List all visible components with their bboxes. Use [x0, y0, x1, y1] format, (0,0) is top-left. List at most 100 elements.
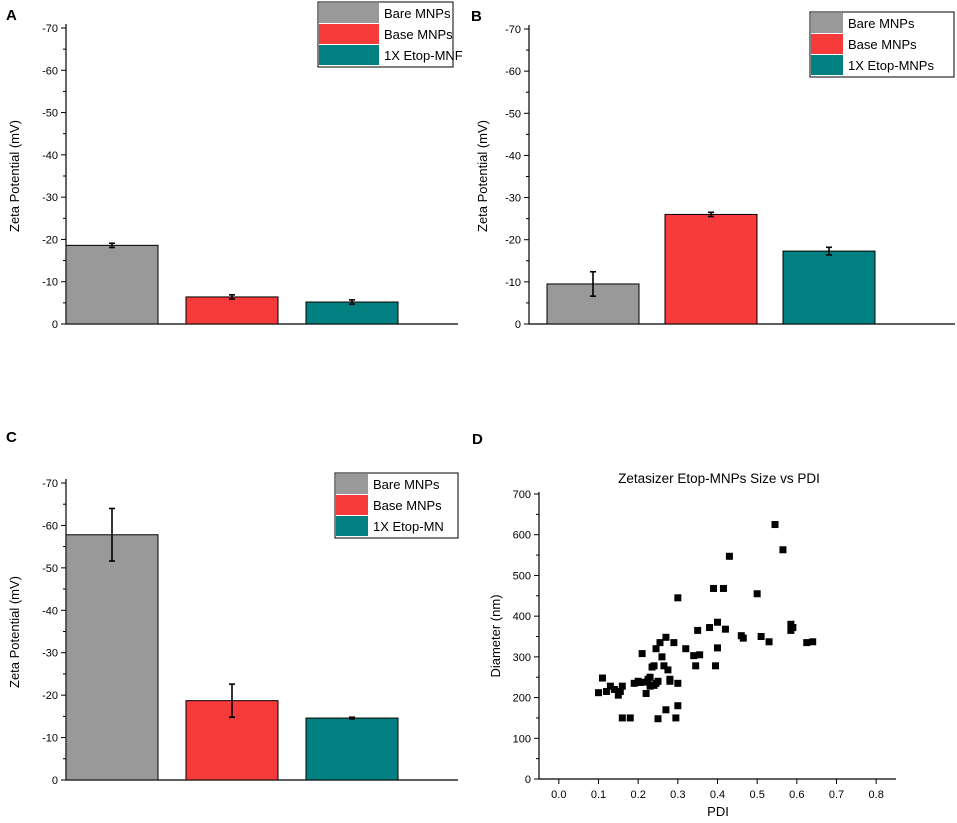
bar-bare	[65, 534, 159, 781]
y-tick-label: -10	[42, 733, 58, 745]
data-point	[656, 639, 664, 647]
x-tick-label: 0.3	[670, 789, 685, 801]
y-tick-label: 0	[515, 319, 521, 331]
y-tick-label: -70	[42, 23, 58, 35]
data-point	[809, 638, 817, 646]
x-tick-label: 0.5	[750, 789, 765, 801]
data-point	[710, 584, 718, 592]
legend-swatch-base	[319, 24, 379, 44]
data-point	[642, 690, 650, 697]
data-point	[666, 677, 674, 685]
data-point	[662, 706, 670, 714]
data-point	[614, 691, 622, 699]
data-point	[618, 682, 626, 690]
data-point	[694, 626, 702, 634]
y-tick-label: -70	[505, 24, 521, 36]
chart-title: Zetasizer Etop-MNPs Size vs PDI	[618, 471, 820, 486]
legend-label: Base MNPs	[373, 498, 442, 513]
data-point	[672, 714, 680, 722]
legend: Bare MNPs Base MNPs 1X Etop-MNF	[317, 1, 463, 68]
y-tick-label: -40	[505, 150, 521, 162]
y-tick-label: -10	[42, 277, 58, 289]
data-point	[719, 584, 727, 592]
data-point	[714, 618, 721, 626]
data-point	[654, 715, 662, 723]
x-tick-label: 0.8	[869, 789, 884, 801]
y-axis-label: Zeta Potential (mV)	[7, 576, 22, 688]
data-point	[765, 638, 773, 646]
panel-c: C -70 -60 -50 -40 -30 -20 -10 0 Zeta Potential (m…	[6, 429, 459, 787]
data-point	[771, 521, 779, 529]
legend-label: Bare MNPs	[848, 16, 915, 31]
legend-label: Bare MNPs	[384, 6, 451, 21]
x-tick-label: 0.0	[551, 789, 566, 801]
data-point	[721, 625, 729, 633]
data-point	[630, 679, 638, 687]
y-tick-label: -50	[505, 108, 521, 120]
y-tick-label: 700	[513, 489, 531, 501]
y-tick-label: 0	[52, 319, 58, 331]
data-point	[650, 662, 658, 670]
data-point	[789, 624, 797, 632]
x-tick-label: 0.4	[710, 789, 725, 801]
data-point	[636, 679, 644, 687]
y-tick-label: -70	[42, 478, 58, 490]
panel-letter: D	[472, 431, 483, 448]
data-point	[712, 662, 720, 670]
data-point	[670, 639, 678, 647]
x-tick-label: 0.2	[631, 789, 646, 801]
legend-swatch-etop	[319, 45, 379, 65]
data-point	[674, 594, 682, 602]
legend-swatch-bare	[811, 13, 843, 33]
data-point	[646, 673, 654, 681]
legend-swatch-bare	[336, 474, 368, 494]
y-tick-label: -60	[505, 66, 521, 78]
data-point	[662, 633, 670, 641]
bar-etop	[782, 250, 876, 325]
data-point	[652, 645, 660, 653]
y-tick-label: -30	[42, 648, 58, 660]
data-point	[638, 650, 646, 658]
y-tick-label: 400	[513, 611, 531, 623]
x-tick-label: 0.7	[829, 789, 844, 801]
data-point	[664, 666, 672, 674]
y-axis-label: Zeta Potential (mV)	[475, 120, 490, 232]
y-tick-label: -60	[42, 65, 58, 77]
data-point	[610, 685, 618, 693]
data-point	[682, 645, 690, 653]
data-point	[602, 687, 610, 695]
legend-label: 1X Etop-MNPs	[848, 58, 934, 73]
y-tick-label: 100	[513, 733, 531, 745]
legend-swatch-etop	[811, 55, 843, 75]
data-point	[803, 639, 811, 647]
y-tick-label: -20	[42, 234, 58, 246]
y-tick-label: -60	[42, 520, 58, 532]
bar-bare	[65, 244, 159, 325]
y-tick-label: -50	[42, 563, 58, 575]
data-point	[714, 644, 721, 652]
data-point	[618, 714, 626, 722]
data-point	[658, 653, 666, 661]
data-point	[757, 633, 765, 640]
data-point	[674, 702, 682, 710]
data-point	[660, 662, 668, 670]
data-point	[674, 679, 682, 687]
bar-etop	[305, 717, 399, 781]
y-tick-label: 300	[513, 652, 531, 664]
data-point	[753, 590, 761, 598]
data-point	[690, 652, 698, 660]
data-point	[779, 546, 787, 554]
data-point	[706, 624, 714, 632]
legend-label: 1X Etop-MNF	[384, 48, 463, 63]
legend-label: Base MNPs	[384, 27, 453, 42]
panel-d-scatter: D Zetasizer Etop-MNPs Size vs PDI 0 100 200 3…	[472, 431, 896, 819]
y-tick-label: -50	[42, 108, 58, 120]
panel-letter: A	[6, 7, 17, 24]
legend: Bare MNPs Base MNPs 1X Etop-MNPs	[809, 11, 955, 78]
data-point	[739, 634, 747, 642]
y-tick-label: 600	[513, 530, 531, 542]
y-tick-label: -30	[505, 193, 521, 205]
data-point	[595, 689, 602, 697]
x-axis-label: PDI	[707, 804, 729, 819]
